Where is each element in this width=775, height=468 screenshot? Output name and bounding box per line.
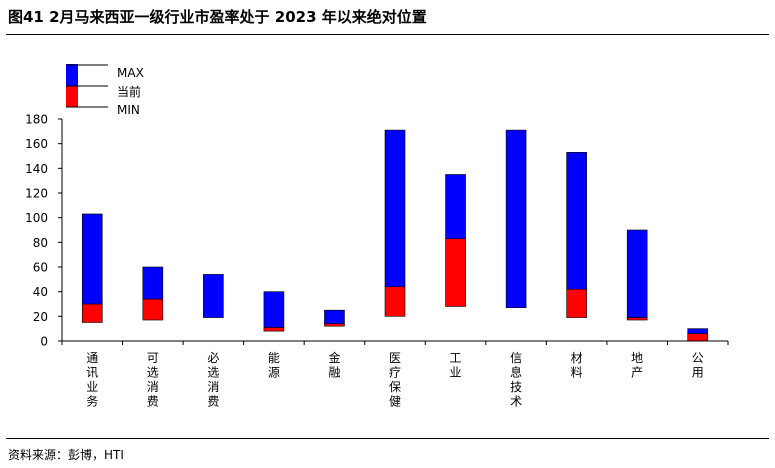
source-divider (6, 438, 769, 439)
x-tick-label: 可选消费 (147, 351, 159, 409)
bar-min-to-current (687, 333, 709, 342)
y-tick-label: 20 (33, 310, 48, 324)
x-tick-label: 材料 (571, 351, 583, 380)
legend-swatch-max (66, 64, 78, 86)
y-tick-label: 0 (40, 335, 48, 349)
x-tick-label: 能源 (268, 351, 280, 380)
bar-current-to-max (687, 328, 709, 334)
y-tick-label: 80 (33, 236, 48, 250)
chart: MAX 当前 MIN 0 20 40 60 80 100 120 140 160 180 通讯业务 可选… (25, 64, 729, 409)
bar-min-to-current (142, 298, 164, 321)
y-tick-label: 160 (25, 137, 48, 151)
bars (81, 129, 709, 342)
legend-label: MAX (117, 66, 144, 80)
bar-min-to-current (263, 327, 285, 332)
y-axis: 0 20 40 60 80 100 120 140 160 180 (25, 113, 63, 349)
x-tick-label: 通讯业务 (86, 351, 98, 409)
legend-swatch-current (66, 86, 78, 107)
x-tick-label: 医疗保健 (389, 351, 401, 409)
bar-current-to-max (142, 266, 164, 300)
legend: MAX 当前 MIN (66, 64, 144, 117)
x-tick-label: 必选消费 (207, 351, 219, 409)
x-tick-label: 公用 (692, 351, 704, 380)
bar-min-to-current (626, 317, 648, 321)
chart-title: 图41 2月马来西亚一级行业市盈率处于 2023 年以来绝对位置 (8, 8, 427, 26)
legend-label: MIN (117, 103, 140, 117)
y-tick-label: 140 (25, 162, 48, 176)
bar-min-to-current (384, 286, 406, 317)
bar-current-to-max (81, 213, 103, 305)
bar-current-to-max (626, 229, 648, 318)
x-axis: 通讯业务 可选消费 必选消费 能源 金融 医疗保健 工业 信息技术 材料 地产 公用 (61, 340, 729, 409)
x-tick-label: 地产 (631, 351, 643, 380)
bar-current-to-max (384, 129, 406, 288)
bar-current-to-max (203, 274, 224, 318)
bar-current-to-max (324, 309, 345, 325)
x-tick-label: 工业 (450, 351, 462, 380)
x-tick-label: 金融 (328, 350, 340, 380)
bar-min-to-current (81, 303, 103, 323)
bar-current-to-max (566, 152, 587, 290)
bar-current-to-max (263, 291, 285, 328)
y-tick-label: 120 (25, 187, 48, 201)
bar-min-to-current (445, 238, 466, 307)
y-tick-label: 60 (33, 261, 48, 275)
bar-min-to-current (566, 288, 587, 318)
legend-label: 当前 (117, 84, 141, 99)
source-note: 资料来源：彭博，HTI (8, 448, 124, 462)
bar-current-to-max (445, 174, 466, 239)
bar-current-to-max (505, 129, 527, 309)
bar-min-to-current (324, 323, 345, 327)
y-tick-label: 40 (33, 285, 48, 299)
title-divider (6, 34, 769, 35)
y-tick-label: 180 (25, 113, 48, 127)
y-tick-label: 100 (25, 211, 48, 225)
x-tick-label: 信息技术 (510, 351, 522, 409)
